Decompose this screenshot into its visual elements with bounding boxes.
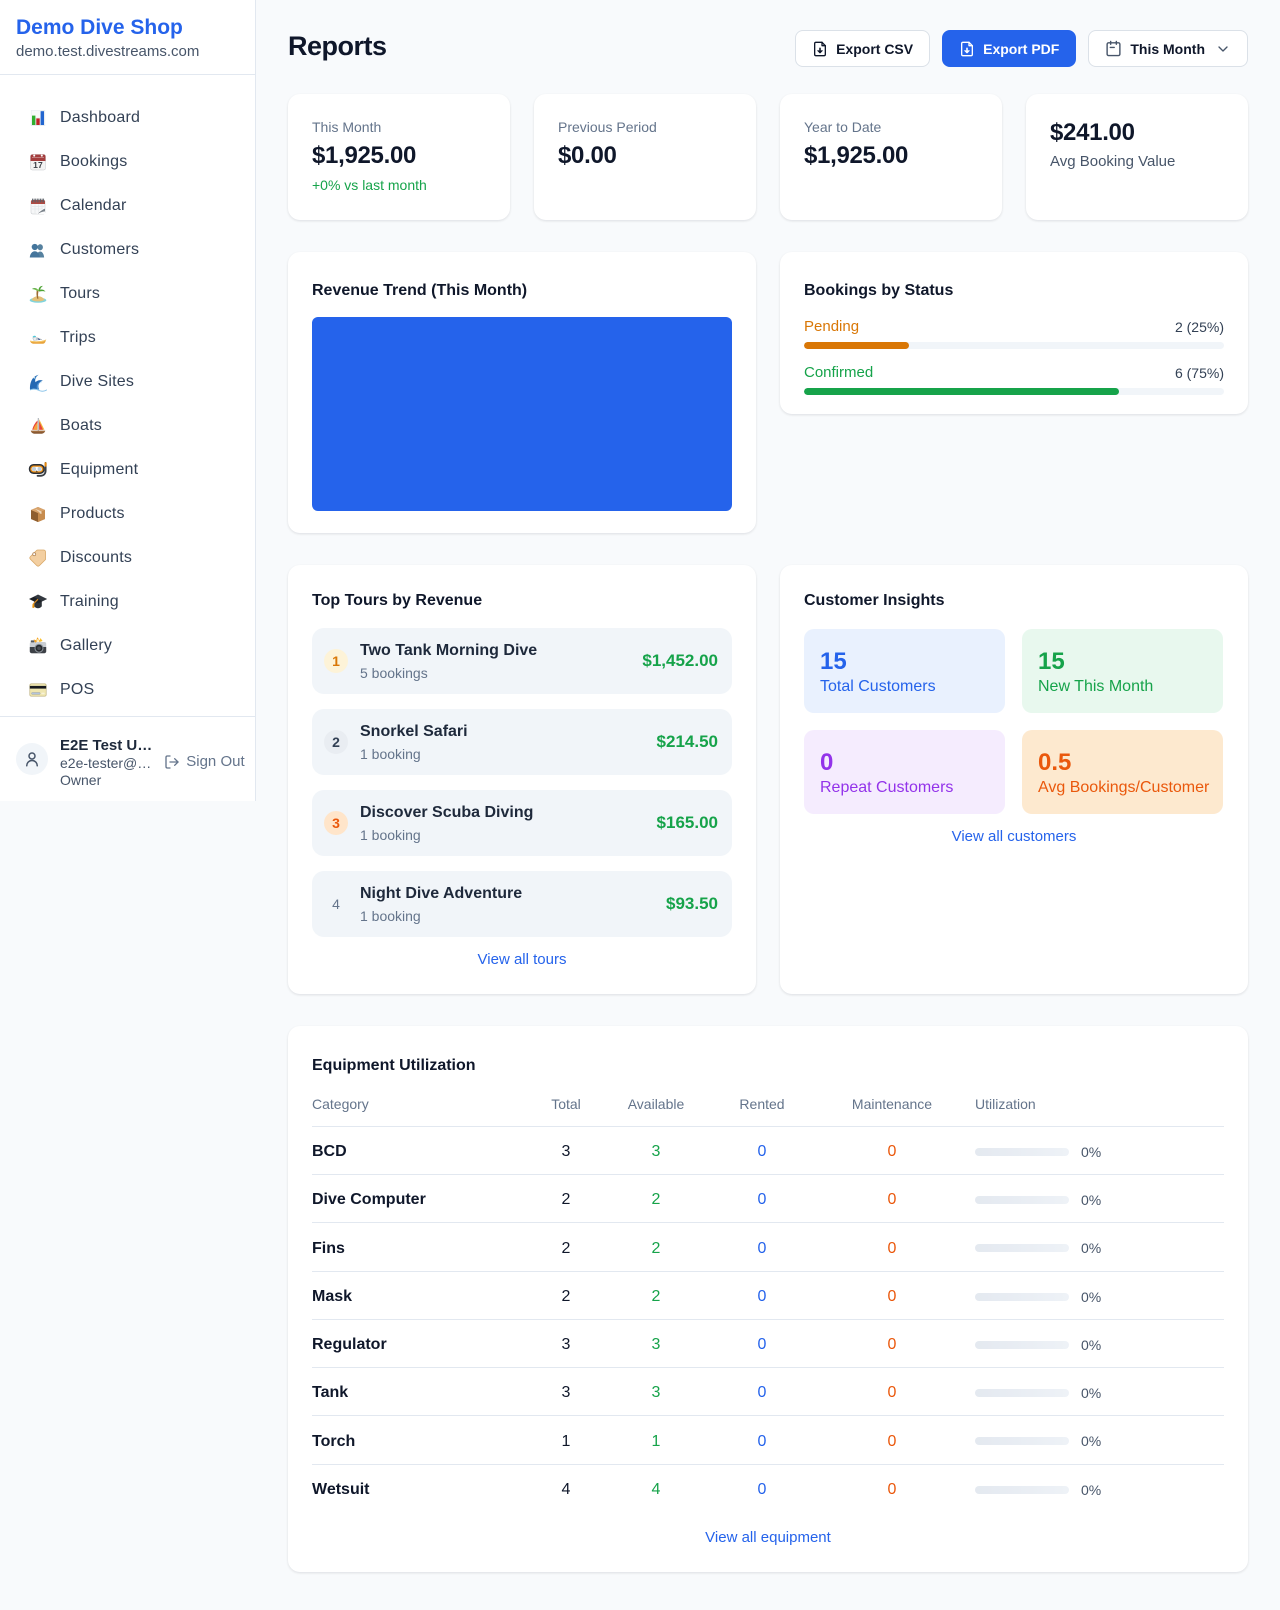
svg-text:17: 17: [33, 160, 43, 170]
